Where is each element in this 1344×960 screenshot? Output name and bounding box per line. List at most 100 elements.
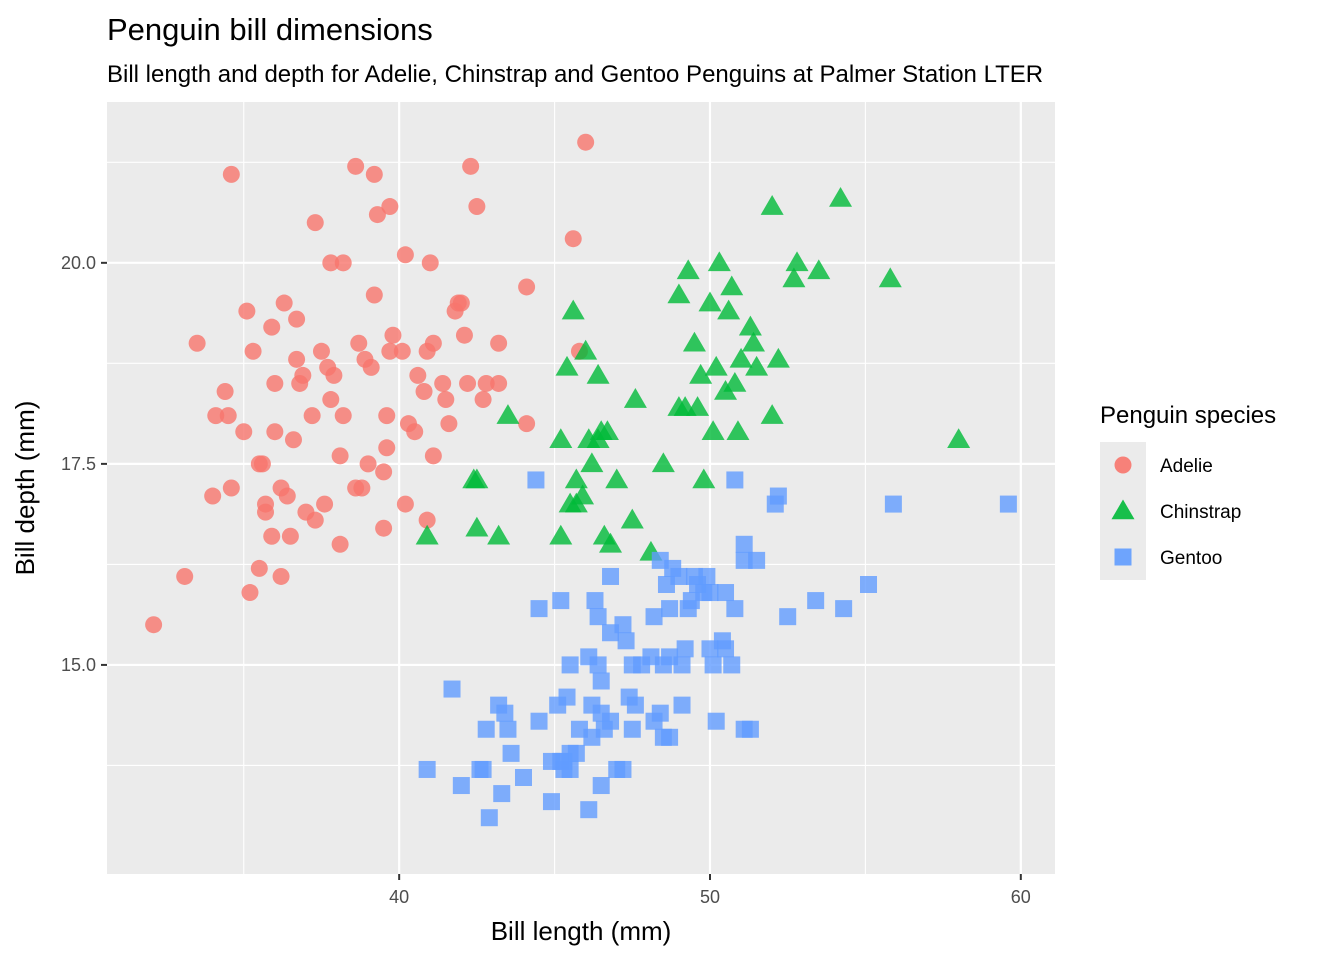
point-gentoo [661, 600, 679, 618]
data-points [145, 133, 1017, 827]
legend-key-chinstrap [1111, 499, 1135, 520]
point-gentoo [645, 608, 663, 626]
point-gentoo [567, 744, 585, 762]
point-chinstrap [487, 524, 511, 545]
point-chinstrap [760, 195, 784, 215]
point-chinstrap [555, 355, 579, 376]
point-adelie [263, 527, 281, 545]
point-gentoo [561, 656, 579, 674]
x-tick-label: 40 [389, 887, 409, 907]
point-adelie [415, 383, 433, 400]
point-adelie [518, 278, 536, 296]
point-chinstrap [605, 468, 629, 489]
point-adelie [288, 350, 306, 368]
point-adelie [331, 535, 349, 553]
point-chinstrap [692, 468, 716, 489]
point-adelie [219, 407, 237, 425]
legend-keys [1111, 456, 1135, 566]
point-chinstrap [701, 420, 725, 440]
point-gentoo [999, 495, 1017, 513]
point-adelie [272, 567, 290, 585]
point-adelie [375, 519, 393, 537]
point-adelie [303, 407, 321, 425]
point-chinstrap [549, 428, 573, 449]
point-chinstrap [571, 484, 595, 505]
point-adelie [288, 310, 306, 328]
point-adelie [347, 157, 365, 175]
point-chinstrap [561, 299, 585, 320]
point-chinstrap [766, 347, 790, 368]
point-adelie [244, 342, 262, 360]
point-gentoo [418, 760, 436, 778]
point-adelie [409, 366, 427, 384]
point-adelie [393, 342, 411, 360]
point-gentoo [651, 704, 669, 722]
point-adelie [306, 214, 324, 232]
point-chinstrap [496, 404, 520, 424]
point-adelie [207, 407, 225, 425]
point-chinstrap [574, 339, 598, 360]
point-adelie [452, 294, 470, 312]
y-tick-label: 20.0 [61, 253, 96, 273]
point-adelie [241, 584, 259, 602]
point-chinstrap [667, 283, 691, 304]
point-gentoo [748, 551, 766, 569]
point-chinstrap [682, 331, 706, 352]
point-gentoo [452, 777, 470, 795]
legend-label-adelie: Adelie [1160, 456, 1213, 477]
legend-key-adelie [1114, 456, 1132, 474]
point-chinstrap [595, 420, 619, 440]
point-adelie [424, 334, 442, 352]
point-adelie [418, 511, 436, 529]
point-adelie [437, 391, 455, 409]
point-chinstrap [720, 275, 744, 296]
point-adelie [490, 334, 508, 352]
point-adelie [266, 423, 284, 441]
point-adelie [368, 206, 386, 224]
point-adelie [462, 157, 480, 175]
point-chinstrap [599, 532, 623, 553]
point-gentoo [580, 801, 598, 819]
point-gentoo [592, 672, 610, 690]
point-gentoo [741, 720, 759, 738]
point-adelie [365, 286, 383, 304]
point-gentoo [614, 616, 632, 634]
point-chinstrap [742, 331, 766, 352]
point-gentoo [552, 592, 570, 610]
point-gentoo [530, 712, 548, 730]
point-gentoo [530, 600, 548, 618]
point-adelie [362, 358, 380, 376]
point-gentoo [661, 728, 679, 746]
point-gentoo [707, 712, 725, 730]
point-adelie [518, 415, 536, 433]
point-adelie [235, 423, 253, 441]
point-chinstrap [586, 363, 610, 384]
point-adelie [257, 495, 275, 513]
point-adelie [477, 374, 495, 392]
point-adelie [216, 383, 234, 400]
legend: Penguin species Adelie Chinstrap Gentoo [1100, 402, 1276, 580]
point-gentoo [614, 760, 632, 778]
point-chinstrap [580, 452, 604, 473]
point-adelie [490, 374, 508, 392]
point-adelie [455, 326, 473, 344]
point-chinstrap [620, 508, 644, 529]
point-adelie [331, 447, 349, 465]
point-gentoo [586, 592, 604, 610]
point-chinstrap [465, 468, 489, 489]
point-gentoo [698, 567, 716, 585]
point-adelie [204, 487, 222, 505]
point-gentoo [726, 471, 744, 489]
point-adelie [322, 391, 340, 409]
point-adelie [378, 407, 396, 425]
point-adelie [381, 342, 399, 360]
point-gentoo [480, 809, 498, 827]
point-adelie [474, 391, 492, 409]
point-adelie [306, 511, 324, 529]
point-gentoo [623, 720, 641, 738]
point-chinstrap [707, 251, 731, 272]
point-chinstrap [738, 315, 762, 336]
point-chinstrap [878, 267, 902, 288]
point-gentoo [493, 785, 511, 803]
